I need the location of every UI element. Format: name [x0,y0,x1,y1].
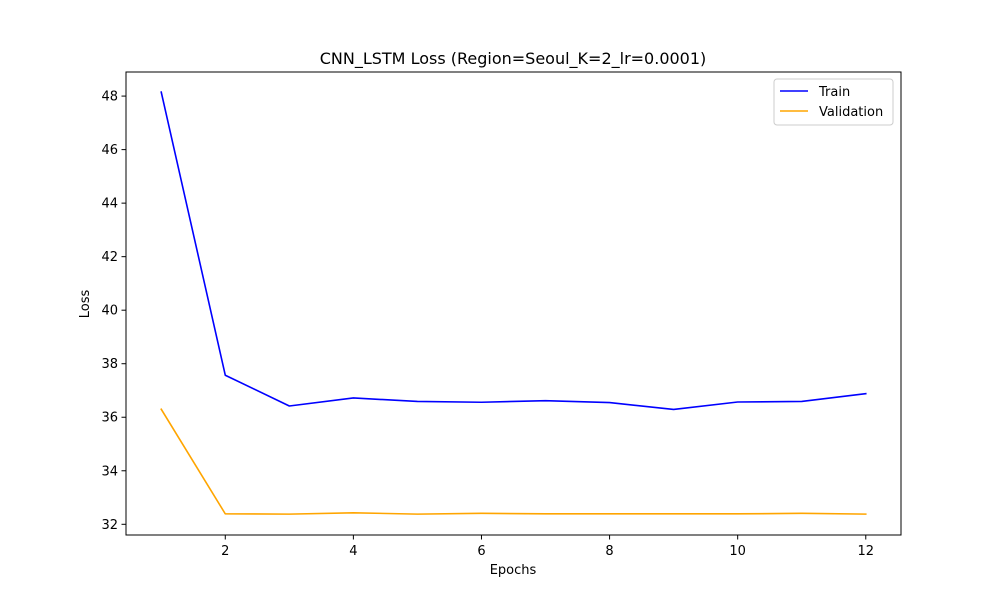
x-tick-label: 10 [729,544,746,559]
y-axis-label: Loss [78,290,93,319]
y-axis-ticks: 32 34 36 38 40 42 44 46 48 [101,90,126,533]
x-axis-label: Epochs [490,563,537,578]
y-tick-label: 38 [101,357,118,372]
y-tick-label: 36 [101,411,118,426]
y-tick-label: 42 [101,250,118,265]
series-line-train [160,91,867,411]
x-tick-label: 4 [349,544,357,559]
legend-label-train: Train [818,85,850,100]
series-layer [160,91,867,515]
legend: Train Validation [773,78,894,126]
y-tick-label: 32 [101,518,118,533]
x-tick-label: 8 [605,544,613,559]
plot-area [125,71,902,536]
y-tick-label: 44 [101,197,118,212]
x-tick-label: 12 [857,544,874,559]
y-tick-label: 40 [101,304,118,319]
x-axis-ticks: 2 4 6 8 10 12 [221,535,874,559]
legend-label-validation: Validation [819,105,883,120]
series-line-validation [160,408,867,515]
y-tick-label: 46 [101,143,118,158]
x-tick-label: 6 [477,544,485,559]
y-tick-label: 34 [101,464,118,479]
chart-title: CNN_LSTM Loss (Region=Seoul_K=2_lr=0.000… [320,49,707,69]
axes-frame [125,71,902,536]
x-tick-label: 2 [221,544,229,559]
y-tick-label: 48 [101,90,118,105]
